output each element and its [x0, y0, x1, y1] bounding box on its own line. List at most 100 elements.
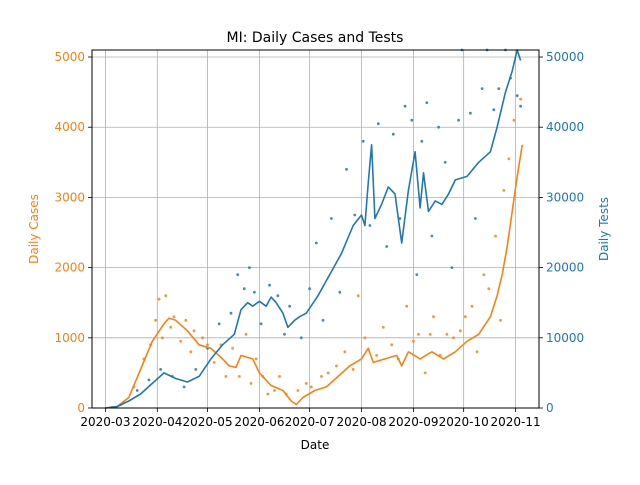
daily-cases-point	[164, 294, 168, 298]
daily-cases-point	[423, 371, 427, 375]
daily-tests-point	[314, 241, 318, 245]
daily-tests-point	[135, 389, 139, 392]
x-tick-label: 2020-03	[80, 415, 130, 429]
daily-cases-point	[405, 304, 409, 308]
daily-tests-point	[229, 311, 233, 315]
daily-tests-point	[236, 273, 240, 276]
daily-cases-point	[432, 315, 435, 319]
x-tick-label: 2020-09	[388, 415, 438, 429]
daily-cases-point	[172, 315, 176, 319]
x-tick-label: 2020-06	[234, 415, 284, 429]
daily-cases-point	[320, 375, 323, 378]
x-tick-label: 2020-11	[490, 415, 540, 429]
daily-tests-point	[283, 332, 286, 336]
daily-tests-point	[410, 118, 414, 122]
daily-cases-point	[169, 325, 173, 329]
daily-cases-line	[105, 144, 524, 409]
daily-cases-point	[412, 339, 415, 343]
daily-cases-point	[184, 318, 188, 322]
daily-cases-point	[179, 339, 183, 343]
daily-cases-point	[343, 350, 347, 354]
x-axis: 2020-03 2020-04 2020-05 2020-06 2020-07 2020-…	[80, 408, 541, 429]
daily-tests-point	[469, 111, 472, 115]
daily-cases-point	[224, 375, 228, 378]
daily-tests-point	[248, 266, 251, 269]
daily-cases-point	[470, 304, 474, 308]
daily-cases-point	[278, 375, 281, 378]
daily-tests-point	[515, 94, 519, 97]
daily-cases-point	[254, 357, 258, 361]
daily-tests-point	[147, 378, 151, 382]
y-right-tick-label: 10000	[546, 331, 584, 345]
daily-cases-point	[499, 318, 502, 322]
daily-tests-point	[443, 160, 447, 164]
daily-cases-point	[309, 385, 313, 389]
daily-tests-point	[361, 139, 365, 143]
x-axis-label: Date	[301, 438, 330, 452]
daily-tests-point	[474, 217, 477, 220]
daily-cases-point	[266, 392, 270, 396]
daily-tests-point	[492, 108, 496, 112]
daily-tests-point	[194, 368, 198, 371]
daily-cases-point	[335, 364, 338, 368]
y-left-tick-label: 0	[77, 401, 85, 415]
daily-tests-point	[450, 266, 454, 269]
daily-cases-point	[512, 118, 516, 122]
daily-tests-point	[308, 287, 311, 291]
daily-tests-point	[259, 322, 263, 326]
chart-title: MI: Daily Cases and Tests	[227, 30, 404, 46]
daily-tests-point	[345, 167, 348, 171]
daily-cases-point	[487, 287, 491, 291]
daily-cases-point	[326, 371, 330, 375]
daily-cases-point	[381, 325, 385, 329]
daily-tests-point	[519, 104, 522, 108]
daily-tests-point	[403, 104, 407, 108]
scatter-series	[110, 48, 522, 409]
y-axis-left-label: Daily Cases	[27, 194, 41, 264]
y-right-tick-label: 20000	[546, 261, 584, 275]
daily-cases-point	[482, 273, 486, 276]
daily-cases-point	[519, 97, 522, 101]
daily-tests-point	[159, 368, 163, 371]
daily-cases-point	[375, 354, 378, 357]
daily-tests-point	[480, 87, 484, 90]
daily-cases-point	[494, 234, 497, 238]
y-left-tick-label: 1000	[54, 331, 85, 345]
daily-tests-point	[242, 287, 246, 291]
daily-cases-point	[428, 332, 432, 336]
daily-cases-point	[458, 329, 462, 333]
daily-cases-point	[192, 329, 196, 333]
daily-tests-point	[425, 101, 429, 104]
daily-tests-point	[268, 283, 271, 287]
line-series	[105, 49, 524, 409]
daily-cases-point	[463, 315, 467, 319]
daily-tests-point	[299, 336, 303, 340]
daily-cases-point	[452, 336, 455, 340]
daily-tests-point	[420, 139, 424, 143]
daily-cases-point	[201, 336, 204, 340]
daily-cases-point	[237, 375, 241, 378]
daily-cases-point	[304, 382, 308, 385]
x-tick-label: 2020-04	[132, 415, 182, 429]
daily-tests-point	[330, 217, 333, 220]
daily-tests-point	[415, 273, 419, 276]
daily-tests-point	[321, 318, 325, 322]
daily-tests-point	[288, 304, 291, 308]
daily-cases-point	[502, 189, 506, 192]
daily-cases-point	[160, 336, 164, 340]
daily-tests-point	[497, 87, 501, 90]
daily-tests-point	[368, 224, 372, 227]
daily-cases-point	[356, 294, 360, 298]
daily-cases-point	[363, 336, 367, 340]
daily-tests-point	[391, 132, 395, 136]
daily-cases-point	[417, 332, 420, 336]
daily-tests-point	[457, 118, 460, 122]
y-right-tick-label: 0	[546, 401, 554, 415]
daily-tests-point	[276, 294, 280, 298]
y-left-tick-label: 5000	[54, 50, 85, 64]
y-axis-left: 0 1000 2000 3000 4000 5000	[54, 50, 92, 415]
x-tick-label: 2020-07	[285, 415, 335, 429]
daily-tests-point	[385, 245, 389, 248]
